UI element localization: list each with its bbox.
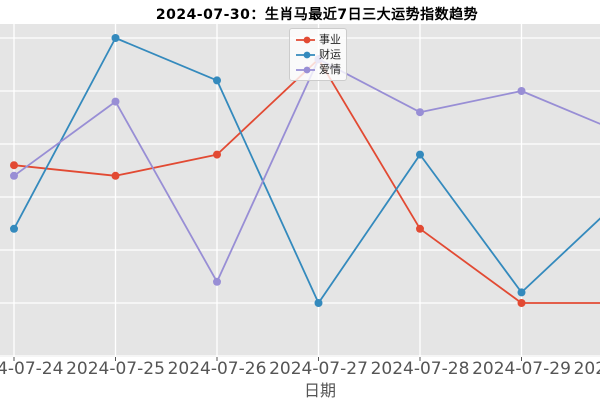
x-tick-label: 2024-07-25 [66, 359, 165, 379]
x-tick-label: 2024-07-27 [269, 359, 368, 379]
legend-label-career: 事业 [319, 33, 341, 46]
legend-marker-career-icon [296, 36, 315, 43]
data-point-career-5 [517, 299, 526, 307]
x-tick-label: 2024-07-28 [371, 359, 470, 379]
x-tick-label: 2024-07-29 [472, 359, 571, 379]
legend-label-love: 爱情 [319, 63, 341, 76]
chart-title: 2024-07-30：生肖马最近7日三大运势指数趋势 [155, 7, 479, 23]
data-point-wealth-5 [517, 288, 526, 297]
x-axis-title: 日期 [303, 381, 336, 400]
x-tick-label: 2024-07-24 [0, 359, 63, 379]
x-tick-label: 2024-07-30 [574, 359, 600, 379]
data-point-love-0 [10, 171, 18, 180]
data-point-career-4 [416, 224, 424, 233]
data-point-career-1 [111, 171, 120, 180]
data-point-career-2 [213, 150, 221, 159]
x-tick-label: 2024-07-26 [168, 359, 267, 379]
data-point-love-4 [416, 108, 424, 117]
legend-marker-wealth-icon [296, 51, 315, 58]
legend-label-wealth: 财运 [319, 48, 341, 61]
data-point-love-1 [111, 97, 120, 106]
data-point-wealth-1 [111, 34, 120, 42]
data-point-love-5 [517, 87, 526, 95]
data-point-wealth-4 [416, 150, 424, 159]
data-point-wealth-2 [213, 76, 221, 85]
data-point-career-0 [10, 161, 18, 170]
legend-item-wealth: 财运 [295, 47, 341, 62]
legend-item-love: 爱情 [295, 62, 341, 77]
data-point-wealth-0 [10, 224, 18, 233]
data-point-love-2 [213, 277, 221, 286]
data-point-wealth-3 [314, 299, 323, 307]
legend-marker-love-icon [296, 66, 315, 73]
chart-legend: 事业 财运 爱情 [289, 28, 347, 81]
legend-item-career: 事业 [295, 32, 341, 47]
